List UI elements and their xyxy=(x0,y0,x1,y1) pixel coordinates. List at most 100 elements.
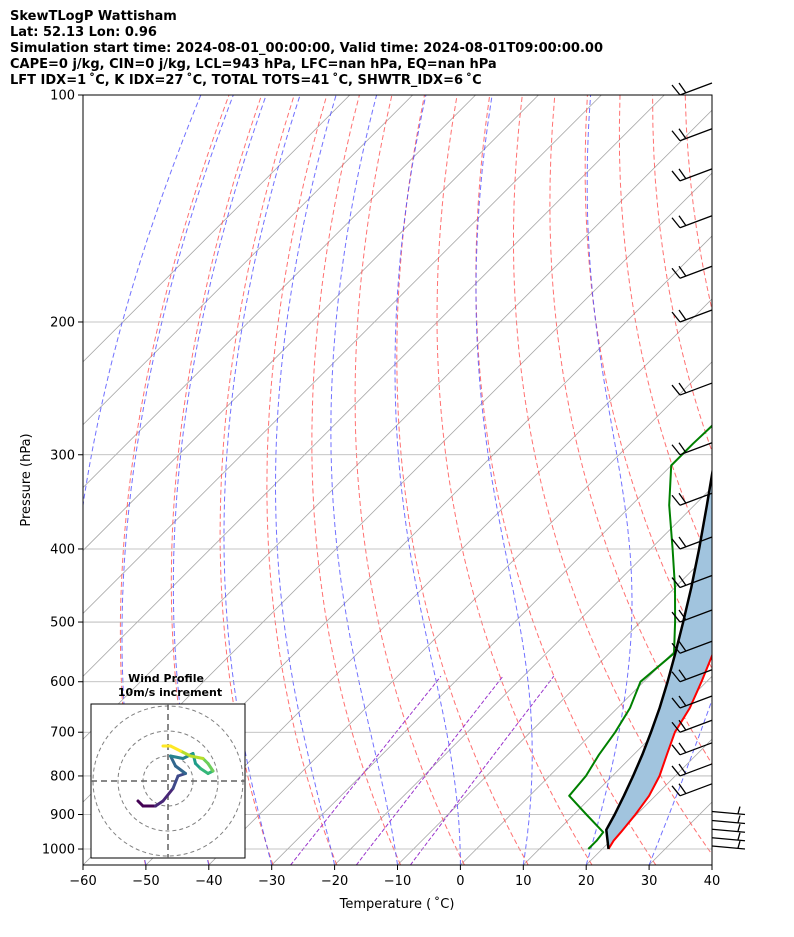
hodograph-segment xyxy=(169,754,185,760)
wind-barb-flag xyxy=(671,577,681,588)
wind-barb-shaft xyxy=(679,783,713,797)
y-tick-label: 700 xyxy=(50,726,75,741)
profile-lines xyxy=(568,424,712,850)
wind-barb-flag xyxy=(671,671,681,683)
hodograph-segment xyxy=(189,754,205,760)
wind-barb xyxy=(671,695,713,709)
chart-title-station: SkewTLogP Wattisham xyxy=(10,9,177,24)
hodograph-segment xyxy=(179,749,192,758)
wind-barb-flag xyxy=(671,384,681,396)
wind-barb-flag xyxy=(671,444,681,456)
x-tick-label: −40 xyxy=(195,874,222,889)
wind-barb-shaft xyxy=(679,265,713,279)
wind-barb-flag xyxy=(671,642,681,654)
dry-adiabat-line xyxy=(475,95,657,865)
isotherm-line xyxy=(460,612,712,865)
chart-title-indices: LFT IDX=1 ˚C, K IDX=27 ˚C, TOTAL TOTS=41… xyxy=(10,73,482,88)
wind-barb-flag xyxy=(671,538,681,550)
wind-barb xyxy=(671,492,713,506)
moist-adiabat-line xyxy=(585,95,633,865)
wind-barb-flag xyxy=(678,382,687,394)
dry-adiabat-line xyxy=(618,95,712,568)
isotherm-line xyxy=(711,864,712,865)
hodograph-segment xyxy=(206,762,215,773)
isotherm-line xyxy=(271,424,712,865)
dry-adiabat-line xyxy=(170,95,263,865)
wind-barb xyxy=(711,806,746,816)
x-axis: −60 −50 −40 −30 −20 −10 0 10 20 30 40 xyxy=(69,865,720,889)
mixing-ratio-line xyxy=(409,675,555,865)
wind-barb-flag xyxy=(678,442,687,454)
wind-barb-shaft xyxy=(679,82,713,96)
inset-title: Wind Profile xyxy=(128,672,204,685)
wind-barb xyxy=(671,609,713,623)
isotherm-line xyxy=(397,549,712,865)
wind-barb xyxy=(671,168,713,182)
moist-adiabat-line xyxy=(172,95,267,865)
dry-adiabat-line xyxy=(396,95,529,865)
wind-barb-flag xyxy=(737,815,741,823)
wind-barb-shaft xyxy=(711,810,746,816)
wind-barb-shaft xyxy=(679,763,713,777)
isotherm-line xyxy=(208,361,712,865)
x-tick-label: −60 xyxy=(69,874,96,889)
wind-barb-flag xyxy=(671,744,681,756)
isotherm-line xyxy=(145,298,712,865)
moist-adiabat-line xyxy=(648,698,712,865)
wind-barb xyxy=(711,840,746,850)
dry-adiabat-line xyxy=(750,95,794,865)
wind-barb-flag xyxy=(678,719,687,731)
moist-adiabat-line xyxy=(394,95,461,865)
moist-adiabat-line xyxy=(223,95,301,865)
wind-barb xyxy=(671,763,713,777)
x-tick-label: 30 xyxy=(641,874,658,889)
wind-barb xyxy=(671,382,713,396)
wind-barb-shaft xyxy=(711,837,746,842)
dewpoint-profile-line xyxy=(568,424,712,850)
isotherm-line xyxy=(83,109,712,740)
wind-barb-flag xyxy=(678,669,687,681)
isotherm-line xyxy=(334,487,712,865)
y-tick-label: 1000 xyxy=(42,843,75,858)
wind-barb-shaft xyxy=(679,168,713,182)
wind-barb-flag xyxy=(678,742,687,754)
wind-barb-flag xyxy=(671,217,681,229)
wind-barb-flag xyxy=(737,806,741,814)
x-tick-label: −50 xyxy=(132,874,159,889)
isotherm-line xyxy=(83,95,665,677)
wind-barb-flag xyxy=(737,832,741,840)
wind-barb-flag xyxy=(671,765,681,777)
wind-barb xyxy=(671,128,713,142)
wind-barb-flag xyxy=(671,267,681,279)
moist-adiabat-line xyxy=(330,95,398,865)
wind-barb-flag xyxy=(671,170,681,182)
isotherm-line xyxy=(83,95,351,363)
dry-adiabat-line xyxy=(311,95,402,865)
wind-barb-flag xyxy=(671,785,681,797)
wind-barb xyxy=(671,640,713,654)
wind-barb-flag xyxy=(737,824,741,832)
chart-title-block: SkewTLogP Wattisham Lat: 52.13 Lon: 0.96… xyxy=(10,9,603,89)
y-tick-label: 500 xyxy=(50,616,75,631)
y-tick-label: 400 xyxy=(50,542,75,557)
inset-subtitle: 10m/s increment xyxy=(118,686,222,699)
wind-barb-shaft xyxy=(711,828,746,833)
wind-barb-flag xyxy=(671,611,681,623)
dry-adiabat-line xyxy=(584,95,712,670)
wind-barb xyxy=(711,824,746,833)
wind-barb-shaft xyxy=(679,128,713,142)
wind-barb-flag xyxy=(678,215,687,227)
wind-barb xyxy=(671,309,713,323)
hodograph-segment xyxy=(174,764,187,775)
cape-shading xyxy=(606,474,712,849)
wind-barb-flag xyxy=(678,265,687,277)
wind-barb-shaft xyxy=(679,719,713,733)
temperature-profile-line xyxy=(607,653,712,850)
wind-barb xyxy=(671,669,713,683)
y-axis: 1000 900 800 700 600 500 400 300 200 100 xyxy=(42,89,83,858)
wind-barb xyxy=(671,742,713,756)
hodograph-ring xyxy=(117,730,219,832)
wind-barb-flag xyxy=(678,128,687,140)
wind-barb-flag xyxy=(678,575,687,586)
isotherm-line xyxy=(83,95,476,489)
